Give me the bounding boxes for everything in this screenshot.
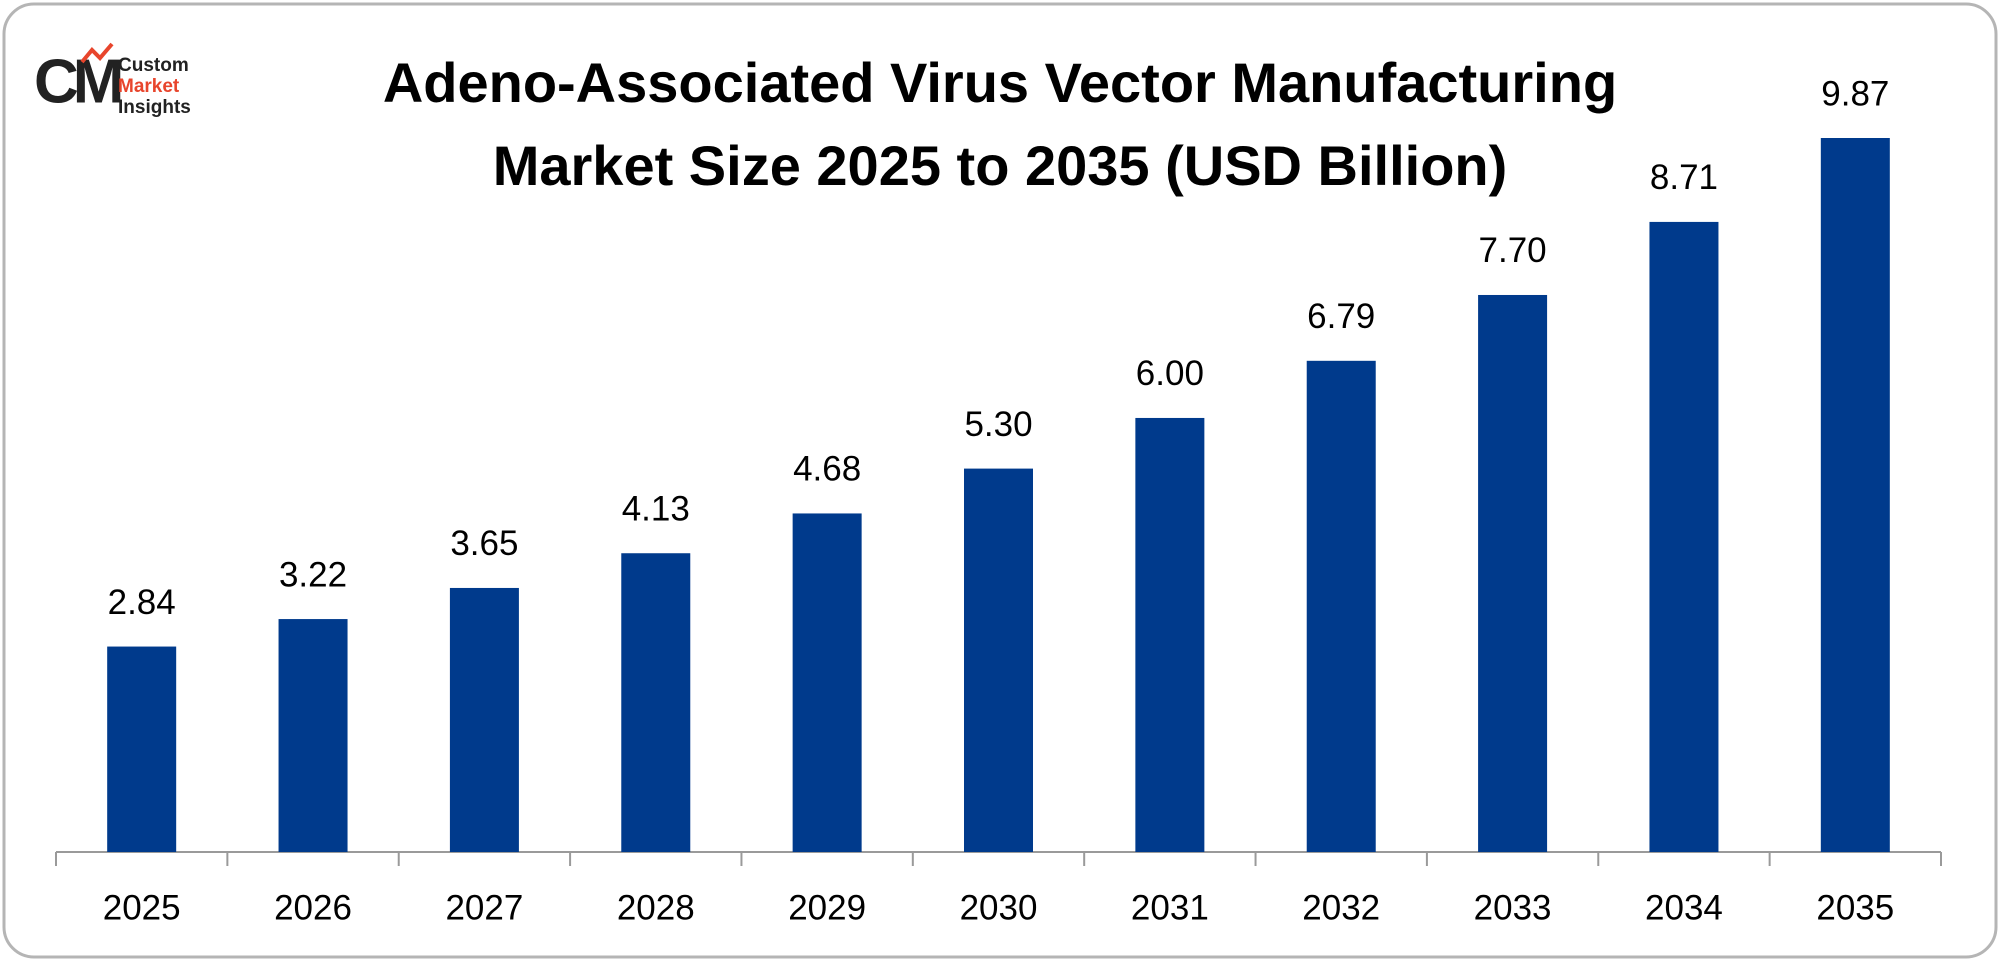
bar <box>1649 221 1719 852</box>
bar <box>621 553 691 852</box>
value-label: 5.30 <box>964 405 1032 444</box>
bar <box>1306 360 1376 852</box>
x-tick-label: 2032 <box>1302 888 1380 927</box>
bar <box>1820 138 1890 852</box>
value-label: 4.68 <box>793 450 861 489</box>
x-tick-label: 2031 <box>1131 888 1209 927</box>
logo-arrow <box>80 42 114 64</box>
logo-text: Custom <box>118 55 189 76</box>
logo: CM Custom Market Insights <box>34 42 191 118</box>
bar <box>964 468 1033 852</box>
x-tick-label: 2028 <box>617 888 695 927</box>
bar <box>1135 417 1205 852</box>
bar <box>107 646 177 852</box>
x-tick-label: 2034 <box>1645 888 1723 927</box>
bar <box>792 513 862 852</box>
logo-text: Insights <box>118 97 191 118</box>
x-tick-label: 2026 <box>274 888 352 927</box>
bar <box>1478 294 1548 852</box>
value-label: 3.22 <box>279 555 347 594</box>
x-tick-label: 2030 <box>960 888 1038 927</box>
bar <box>278 619 348 852</box>
value-label: 6.00 <box>1136 354 1204 393</box>
bar <box>449 587 519 852</box>
value-label: 6.79 <box>1307 297 1375 336</box>
logo-mark: CM <box>34 47 121 116</box>
value-label: 9.87 <box>1821 74 1889 113</box>
chart-title: Market Size 2025 to 2035 (USD Billion) <box>493 134 1508 197</box>
x-tick-label: 2033 <box>1474 888 1552 927</box>
x-tick-label: 2029 <box>788 888 866 927</box>
value-label: 3.65 <box>450 524 518 563</box>
value-label: 8.71 <box>1650 158 1718 197</box>
value-label: 7.70 <box>1479 231 1547 270</box>
x-tick-label: 2035 <box>1816 888 1894 927</box>
value-label: 2.84 <box>108 583 176 622</box>
value-label: 4.13 <box>622 489 690 528</box>
chart-title: Adeno-Associated Virus Vector Manufactur… <box>383 51 1617 114</box>
logo-text: Market <box>118 76 180 97</box>
x-tick-label: 2025 <box>103 888 181 927</box>
x-tick-label: 2027 <box>445 888 523 927</box>
